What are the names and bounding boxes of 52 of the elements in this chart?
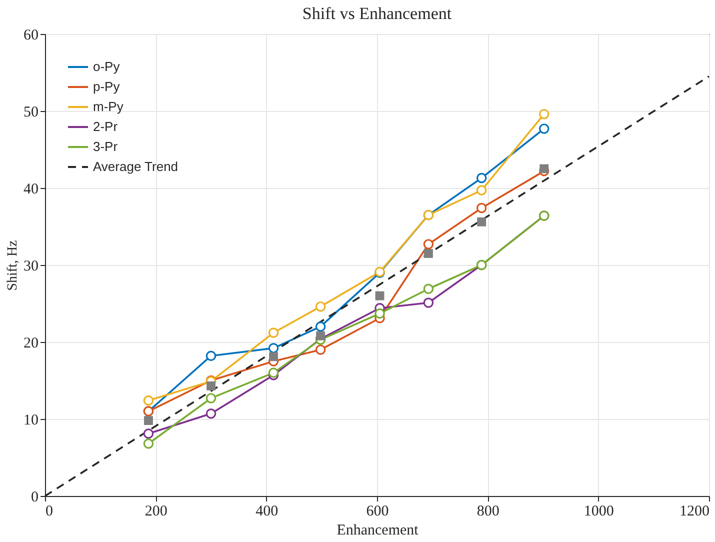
legend-label: p-Py <box>93 79 120 94</box>
point <box>374 308 385 319</box>
point <box>476 172 487 184</box>
point <box>315 344 326 355</box>
y-tick-label: 50 <box>24 104 38 120</box>
y-tick-label: 0 <box>31 490 38 506</box>
point <box>424 248 433 258</box>
y-tick-label: 30 <box>24 258 38 274</box>
x-tick-label: 1200 <box>680 504 710 520</box>
legend-label: 2-Pr <box>93 119 118 134</box>
point <box>540 164 549 174</box>
point <box>268 343 279 354</box>
point <box>315 301 326 312</box>
point <box>144 416 153 426</box>
point <box>206 381 216 390</box>
point <box>423 298 434 308</box>
point <box>268 368 279 378</box>
point <box>206 393 216 404</box>
y-tick-label: 40 <box>24 182 38 198</box>
x-tick-label: 600 <box>366 504 389 520</box>
point <box>423 239 434 250</box>
point <box>538 124 550 134</box>
point <box>268 328 279 338</box>
point <box>538 108 550 120</box>
x-tick-label: 0 <box>46 504 53 520</box>
legend-label: 3-Pr <box>93 139 118 154</box>
point <box>206 350 216 361</box>
point <box>206 408 216 419</box>
point <box>423 284 434 294</box>
legend-label: m-Py <box>93 99 124 114</box>
y-tick-label: 60 <box>24 28 38 44</box>
chart-title: Shift vs Enhancement <box>302 4 452 23</box>
point <box>476 185 487 196</box>
x-tick-label: 800 <box>476 504 500 520</box>
x-tick-label: 200 <box>144 504 168 520</box>
x-tick-label: 1000 <box>584 504 614 520</box>
y-tick-label: 10 <box>24 412 38 428</box>
point <box>476 202 487 214</box>
point <box>269 352 278 362</box>
point <box>316 331 326 340</box>
legend-label: Average Trend <box>93 159 178 174</box>
point <box>143 438 154 449</box>
x-tick-label: 400 <box>256 504 278 520</box>
y-tick-label: 20 <box>24 336 38 352</box>
point <box>477 217 486 226</box>
legend-label: o-Py <box>93 59 120 74</box>
point <box>375 291 384 300</box>
x-axis-title: Enhancement <box>336 522 420 538</box>
y-axis-title: Shift, Hz <box>6 240 20 291</box>
point <box>143 395 154 406</box>
point <box>143 428 154 439</box>
point <box>315 321 326 332</box>
